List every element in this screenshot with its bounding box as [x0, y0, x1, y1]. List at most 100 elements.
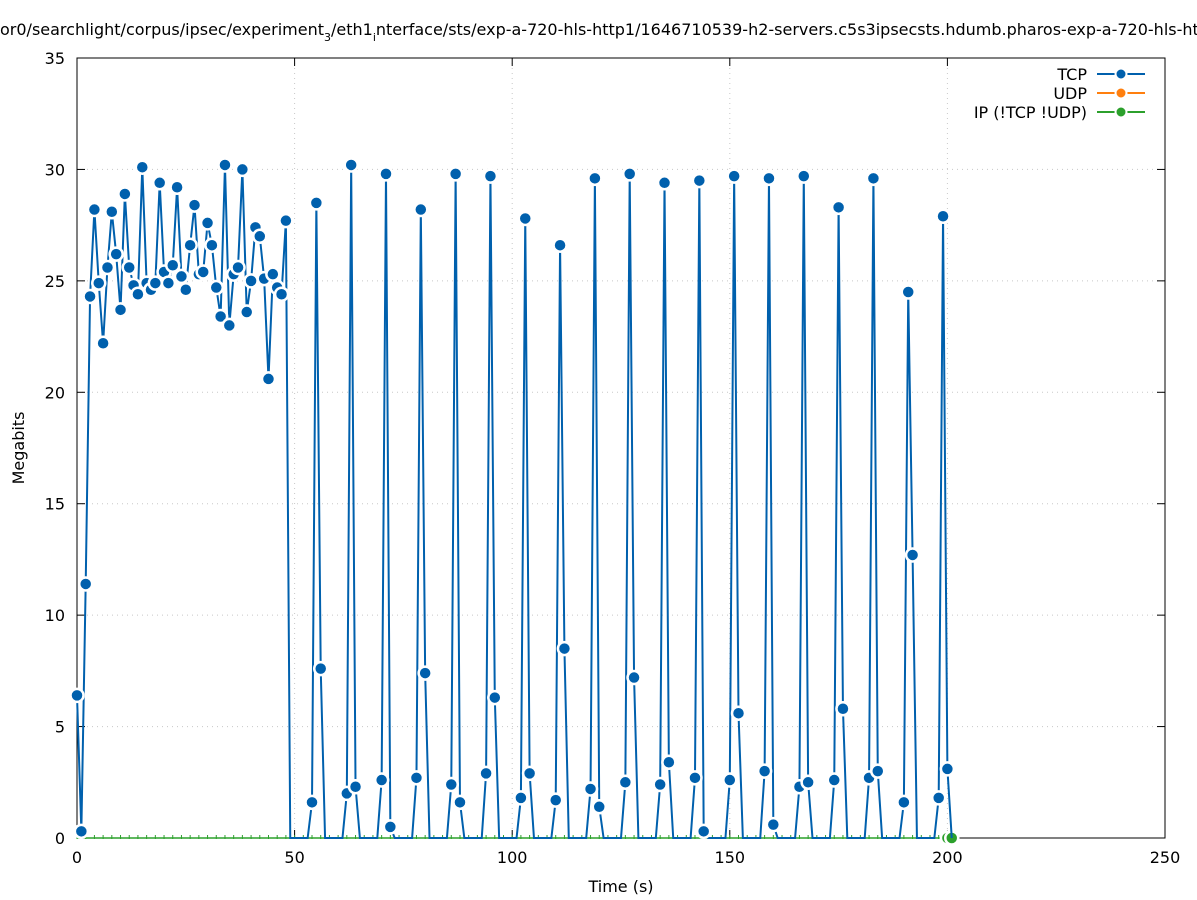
point-tcp: [347, 778, 364, 795]
point-tcp: [478, 765, 494, 782]
point-tcp: [312, 660, 329, 677]
point-tcp: [308, 195, 325, 211]
y-tick-label: 30: [45, 160, 65, 179]
point-tcp: [173, 268, 190, 285]
point-tcp: [935, 208, 951, 224]
y-tick-label: 15: [45, 495, 65, 514]
point-tcp: [69, 687, 85, 704]
point-tcp: [195, 264, 211, 280]
point-tcp: [904, 547, 921, 563]
point-tcp: [413, 201, 429, 218]
point-tcp: [765, 816, 782, 833]
point-tcp: [552, 237, 568, 253]
point-tcp: [447, 166, 464, 182]
point-tcp: [939, 761, 956, 777]
point-tcp: [452, 794, 468, 811]
point-tcp: [95, 335, 111, 352]
x-axis-label: Time (s): [587, 877, 653, 896]
point-tcp: [278, 212, 294, 229]
point-tcp: [373, 772, 390, 788]
point-tcp: [164, 257, 181, 274]
point-tcp: [182, 237, 198, 253]
point-tcp: [130, 286, 146, 302]
title-part-1: or0/searchlight/corpus/ipsec/experiment: [0, 20, 324, 39]
point-tcp: [835, 700, 851, 717]
point-tcp: [252, 228, 268, 245]
legend-marker-udp: [1114, 86, 1128, 100]
point-tcp: [726, 168, 742, 184]
point-tcp: [870, 763, 886, 779]
point-tcp: [273, 286, 290, 302]
point-tcp: [186, 197, 203, 213]
series-tcp: [69, 157, 956, 840]
x-tick-label: 250: [1150, 848, 1181, 867]
point-tcp: [382, 819, 399, 835]
y-tick-label: 10: [45, 606, 65, 625]
point-tcp: [204, 237, 220, 253]
point-tcp: [230, 259, 246, 276]
point-tcp: [761, 170, 777, 187]
point-tcp: [304, 794, 320, 811]
point-tcp: [208, 279, 225, 296]
point-tcp: [86, 201, 103, 218]
point-tcp: [617, 774, 634, 791]
legend-label-ip: IP (!TCP !UDP): [974, 103, 1087, 122]
legend-label-tcp: TCP: [1056, 65, 1087, 84]
point-tcp: [121, 259, 137, 276]
legend-marker-tcp: [1114, 67, 1128, 81]
point-tcp: [77, 576, 94, 592]
x-tick-label: 200: [932, 848, 963, 867]
point-tcp: [621, 166, 638, 182]
point-tcp: [830, 199, 847, 216]
point-tcp: [108, 246, 124, 262]
point-tcp: [687, 770, 703, 786]
point-tcp: [487, 689, 503, 706]
point-tcp: [343, 157, 359, 173]
y-tick-label: 25: [45, 272, 65, 291]
title-part-3: nterface/sts/exp-a-720-hls-http1/1646710…: [376, 20, 1197, 39]
point-tcp: [800, 774, 816, 791]
y-tick-label: 0: [55, 829, 65, 848]
point-tcp: [408, 770, 425, 786]
point-tcp: [243, 273, 259, 289]
title-part-2: /eth1: [331, 20, 373, 39]
point-tcp: [112, 302, 129, 318]
point-tcp: [238, 304, 255, 320]
point-tcp: [722, 772, 738, 788]
point-tcp: [378, 166, 394, 182]
point-tcp: [260, 371, 277, 387]
y-tick-label: 5: [55, 718, 65, 737]
point-tcp: [547, 792, 564, 808]
point-tcp: [169, 179, 185, 196]
point-tcp: [212, 308, 229, 325]
point-tcp: [513, 790, 529, 806]
point-tcp: [865, 170, 882, 187]
point-tcp: [265, 266, 281, 282]
point-tcp: [134, 159, 151, 175]
point-tcp: [756, 763, 773, 779]
legend-label-udp: UDP: [1053, 84, 1087, 103]
point-tcp: [896, 794, 912, 811]
point-tcp: [73, 823, 90, 840]
legend-marker-ip: [1114, 105, 1128, 119]
point-tcp: [151, 175, 168, 191]
series-line-tcp: [76, 164, 953, 839]
point-tcp: [217, 157, 233, 173]
point-tcp: [582, 781, 599, 797]
point-tcp: [147, 275, 164, 291]
chart-title: or0/searchlight/corpus/ipsec/experiment3…: [0, 20, 1197, 44]
point-tcp: [695, 823, 712, 840]
point-tcp: [730, 705, 747, 721]
title-subscript-1: 3: [324, 31, 331, 44]
point-tcp: [117, 186, 133, 202]
point-tcp: [652, 776, 668, 793]
point-tcp: [626, 669, 642, 686]
x-axis-ticks: 0 50 100 150 200 250: [72, 58, 1180, 867]
point-tcp: [521, 765, 538, 782]
point-tcp: [661, 754, 677, 770]
point-tcp: [826, 772, 842, 788]
point-tcp: [82, 288, 98, 305]
point-tcp: [443, 776, 460, 793]
